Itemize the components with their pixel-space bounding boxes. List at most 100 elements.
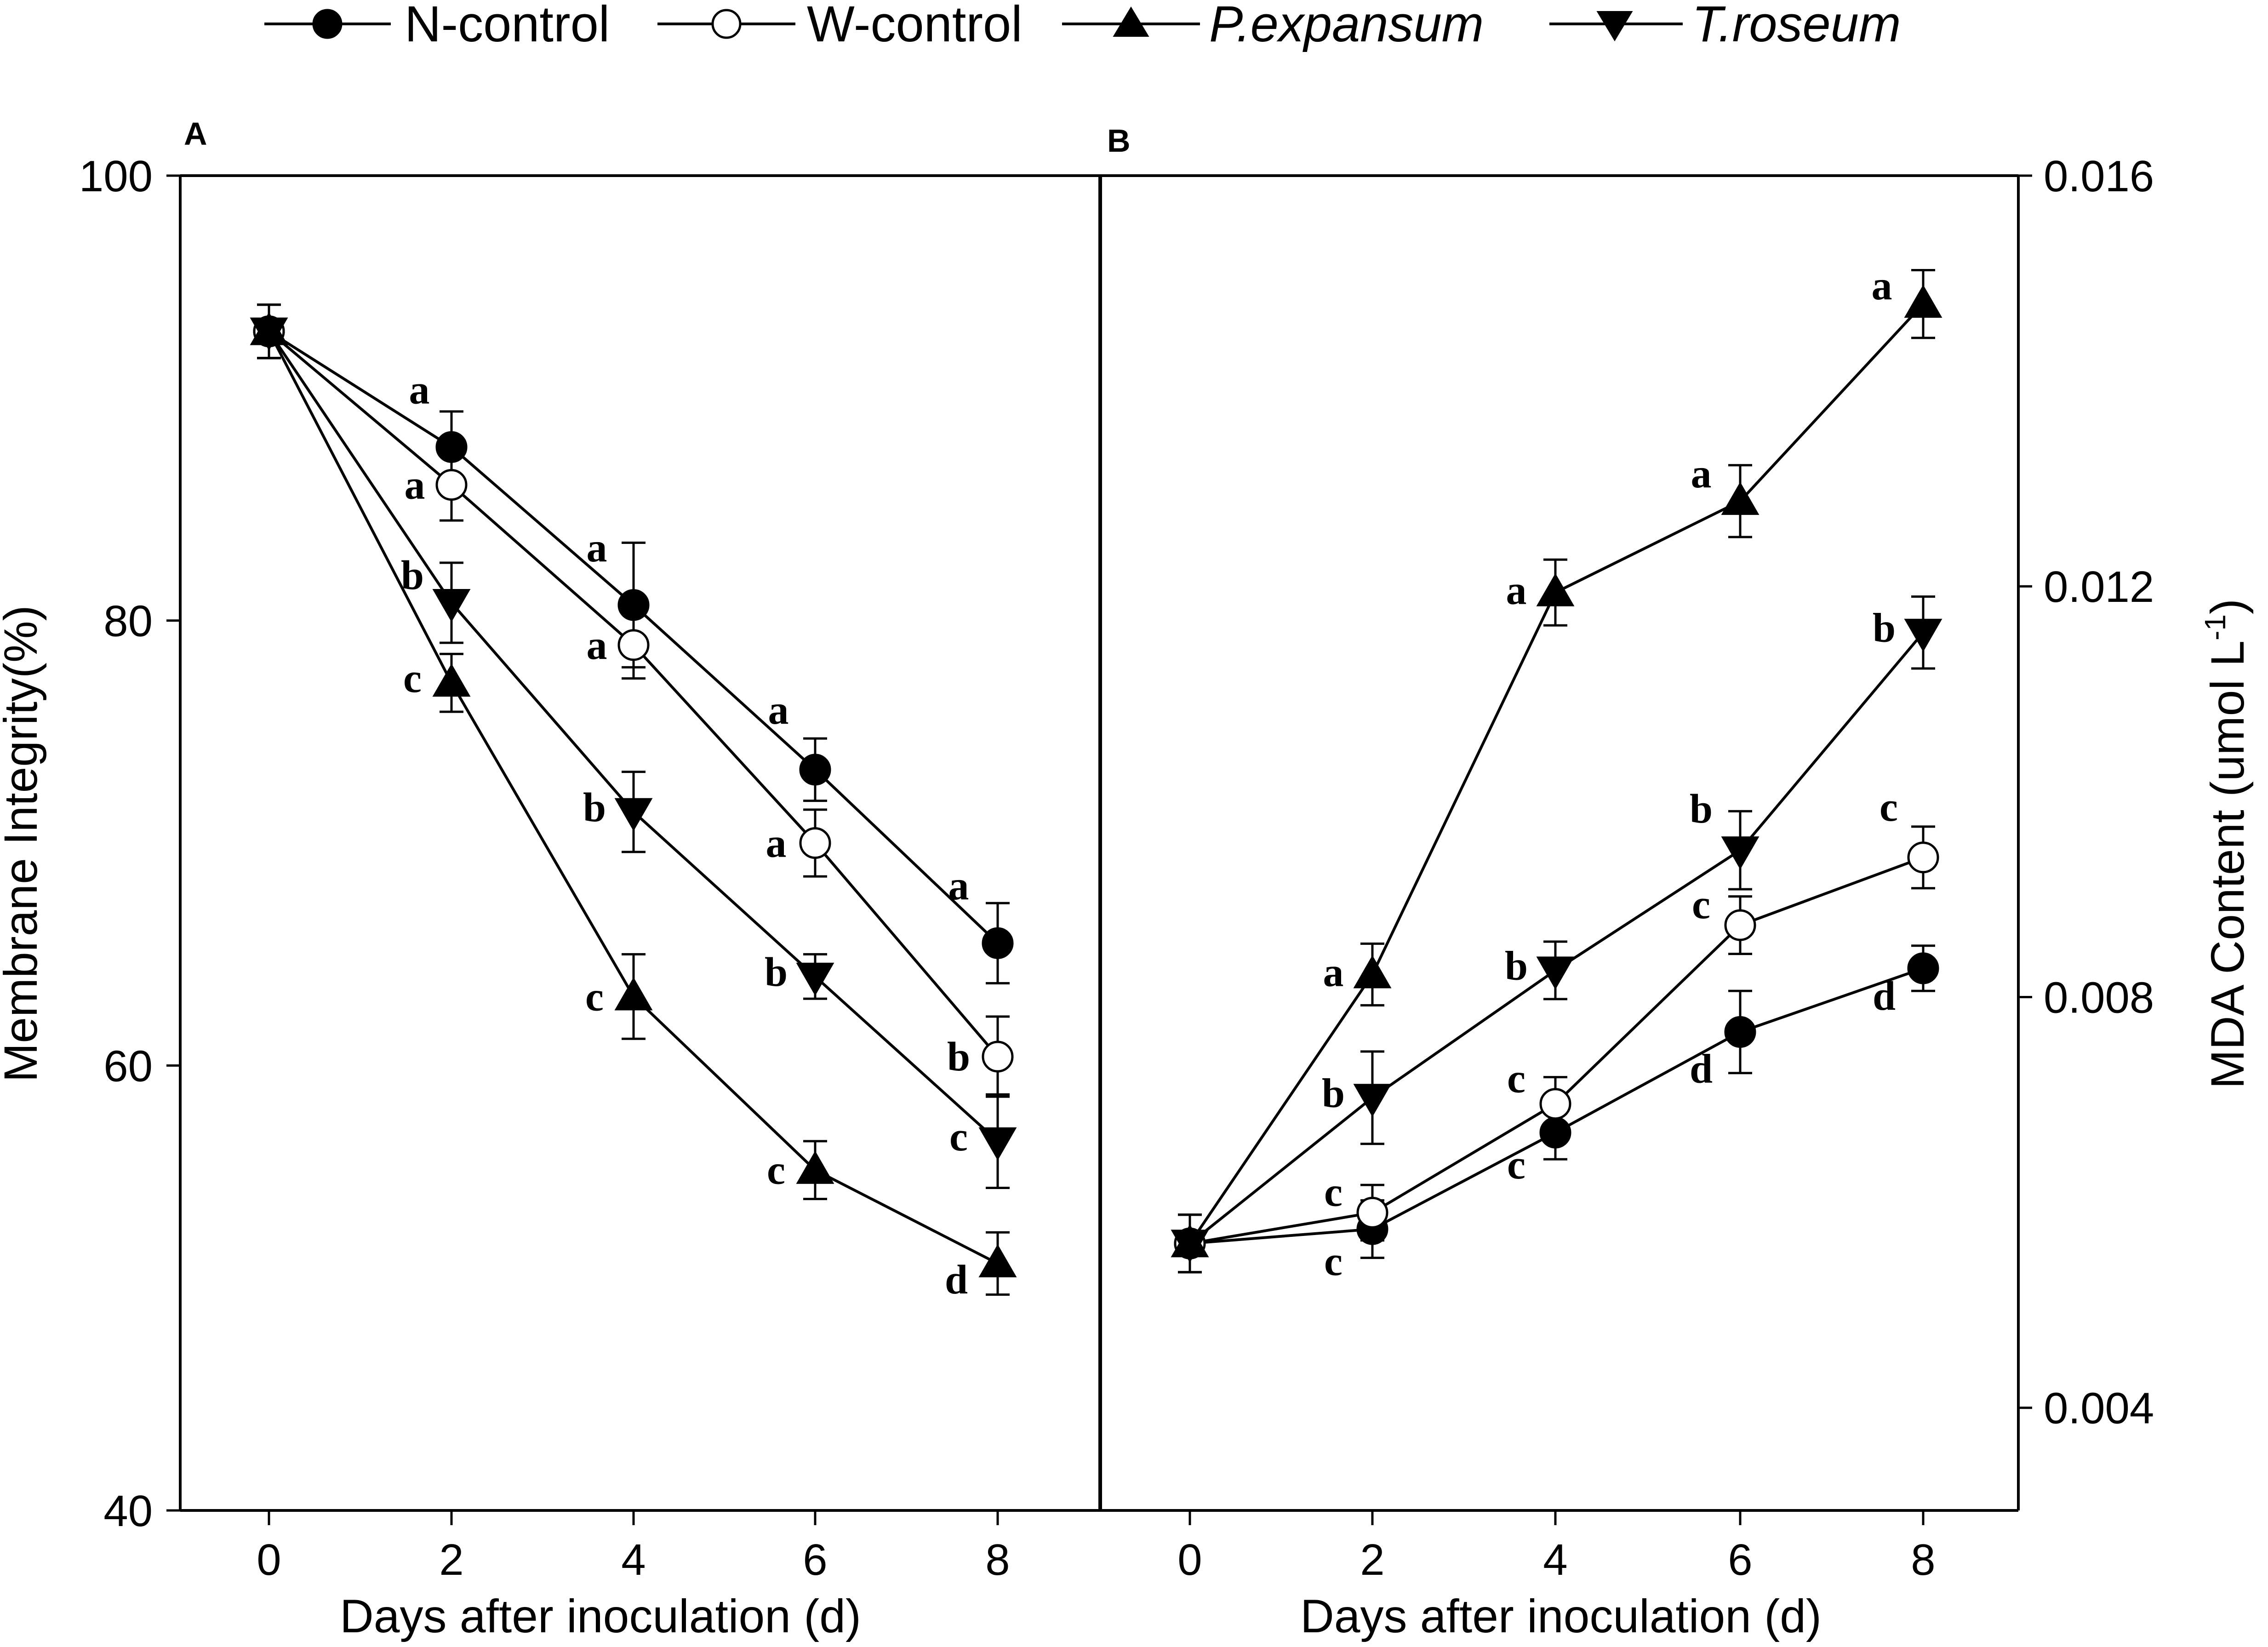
x-tick-label: 4 xyxy=(621,1535,646,1584)
series-t-roseum: b b b b xyxy=(1171,595,1942,1274)
legend-item-p-expansum: P.expansum xyxy=(1062,0,1484,52)
series-p-expansum: a a a a xyxy=(1171,263,1942,1274)
significance-letter: c xyxy=(585,974,604,1019)
significance-letter: c xyxy=(1507,1056,1525,1102)
x-tick-label: 2 xyxy=(439,1535,463,1584)
y-tick-label: 80 xyxy=(103,597,153,646)
data-point xyxy=(432,663,471,697)
significance-letter: a xyxy=(768,687,789,733)
legend-marker-p-expansum xyxy=(1113,6,1149,37)
x-tick-label: 2 xyxy=(1360,1535,1384,1584)
legend-label-t-roseum: T.roseum xyxy=(1692,0,1901,52)
significance-letter: c xyxy=(949,1114,968,1160)
legend-item-t-roseum: T.roseum xyxy=(1549,0,1901,52)
panel-b-y-ticks: 0.004 0.008 0.012 0.016 xyxy=(2018,152,2154,1433)
data-point xyxy=(1721,836,1760,870)
panel-b-y-label-sup: -1 xyxy=(2199,614,2232,640)
significance-letter: b xyxy=(1322,1070,1345,1116)
y-tick-label: 100 xyxy=(79,152,153,201)
significance-letter: b xyxy=(401,553,424,598)
data-point xyxy=(614,977,653,1011)
significance-letter: a xyxy=(766,821,787,866)
data-point xyxy=(435,469,468,501)
significance-letter: a xyxy=(1506,568,1527,613)
legend-marker-n-control xyxy=(312,9,343,39)
data-point xyxy=(1536,573,1575,606)
x-tick-label: 6 xyxy=(1728,1535,1752,1584)
legend-item-n-control: N-control xyxy=(264,0,610,52)
y-tick-label: 60 xyxy=(103,1041,153,1091)
data-point xyxy=(1536,956,1575,990)
significance-letter: d xyxy=(1873,973,1896,1019)
data-point xyxy=(799,754,831,786)
panel-b-y-label: MDA Content (umol L-1) xyxy=(2199,599,2254,1089)
significance-letter: b xyxy=(947,1034,970,1080)
significance-letter: b xyxy=(583,785,606,830)
legend: N-control W-control P.expansum T.roseum xyxy=(264,0,1901,52)
significance-letter: a xyxy=(1872,263,1892,309)
x-tick-label: 4 xyxy=(1543,1535,1567,1584)
panel-a-y-ticks: 40 60 80 100 xyxy=(79,152,180,1536)
panel-b-x-ticks: 0 2 4 6 8 xyxy=(1177,1510,1936,1584)
significance-letter: c xyxy=(1880,784,1898,830)
y-tick-label: 0.016 xyxy=(2044,152,2154,201)
legend-item-w-control: W-control xyxy=(657,0,1023,52)
legend-marker-w-control xyxy=(711,9,742,39)
significance-letter: a xyxy=(587,525,607,571)
data-point xyxy=(1724,909,1756,941)
significance-letter: a xyxy=(405,463,425,508)
data-point xyxy=(1353,955,1392,989)
significance-letter: a xyxy=(409,367,430,412)
x-tick-label: 0 xyxy=(1177,1535,1202,1584)
data-point xyxy=(1539,1088,1571,1120)
y-tick-label: 0.012 xyxy=(2044,562,2154,612)
panel-b-y-label-main: MDA Content (umol L xyxy=(2201,640,2254,1089)
y-tick-label: 0.008 xyxy=(2044,973,2154,1022)
x-tick-label: 6 xyxy=(803,1535,827,1584)
legend-label-n-control: N-control xyxy=(405,0,610,52)
x-tick-label: 8 xyxy=(1911,1535,1935,1584)
significance-letter: b xyxy=(1690,786,1713,832)
legend-marker-t-roseum xyxy=(1596,11,1633,41)
panel-label-a: A xyxy=(184,116,207,152)
data-point xyxy=(617,629,650,661)
significance-letter: c xyxy=(403,656,422,701)
significance-letter: c xyxy=(1324,1239,1343,1284)
x-tick-label: 8 xyxy=(985,1535,1010,1584)
y-tick-label: 40 xyxy=(103,1487,153,1536)
data-point xyxy=(1721,481,1760,515)
data-point xyxy=(982,927,1014,959)
data-point xyxy=(799,827,831,859)
data-point xyxy=(1171,1230,1209,1263)
panel-a-x-ticks: 0 2 4 6 8 xyxy=(257,1510,1010,1584)
legend-label-w-control: W-control xyxy=(807,0,1023,52)
panel-a-x-label: Days after inoculation (d) xyxy=(340,1590,861,1642)
significance-letter: a xyxy=(587,623,607,668)
series-w-control: c c c c xyxy=(1174,784,1939,1274)
data-point xyxy=(796,962,834,996)
legend-label-p-expansum: P.expansum xyxy=(1209,0,1484,52)
x-tick-label: 0 xyxy=(257,1535,281,1584)
significance-letter: a xyxy=(1323,949,1344,995)
data-point xyxy=(982,1041,1014,1073)
data-point xyxy=(796,1150,834,1184)
data-point xyxy=(1724,1016,1756,1048)
significance-letter: c xyxy=(1692,882,1710,927)
data-point xyxy=(432,589,471,622)
significance-letter: d xyxy=(1690,1046,1713,1092)
data-point xyxy=(1904,285,1942,318)
significance-letter: c xyxy=(1324,1169,1343,1215)
data-point xyxy=(250,317,288,351)
significance-letter: b xyxy=(765,949,788,995)
data-point xyxy=(614,798,653,831)
y-tick-label: 0.004 xyxy=(2044,1384,2154,1433)
significance-letter: b xyxy=(1505,943,1528,989)
data-point xyxy=(1356,1196,1388,1229)
data-point xyxy=(978,1127,1017,1161)
